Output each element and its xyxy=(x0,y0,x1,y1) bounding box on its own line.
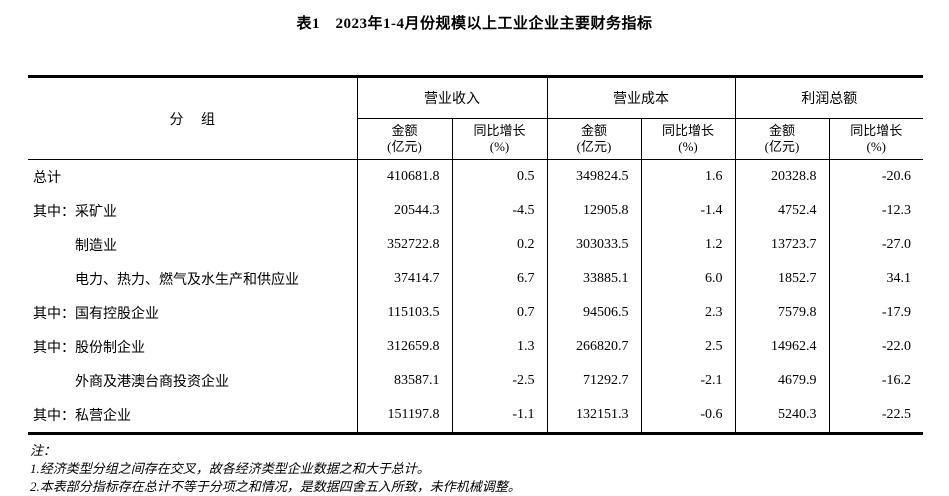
group-label-cell: 电力、热力、燃气及水生产和供应业 xyxy=(75,273,299,288)
table-header: 分 组 营业收入 营业成本 利润总额 金额 (亿元) 同比增长 (%) 金额 (… xyxy=(28,76,923,160)
value-cell: -22.5 xyxy=(828,398,923,434)
value-cell: -0.6 xyxy=(640,398,735,434)
table-notes: 注： 1.经济类型分组之间存在交叉，故各经济类型企业数据之和大于总计。 2.本表部… xyxy=(30,442,949,496)
value-cell: -2.5 xyxy=(451,364,547,398)
colgroup-total-profit: 利润总额 xyxy=(734,76,923,119)
financial-indicators-table: 分 组 营业收入 营业成本 利润总额 金额 (亿元) 同比增长 (%) 金额 (… xyxy=(28,75,923,435)
note-item: 1.经济类型分组之间存在交叉，故各经济类型企业数据之和大于总计。 xyxy=(30,461,430,476)
value-cell: 2.5 xyxy=(640,330,735,364)
notes-heading: 注： xyxy=(30,443,57,458)
header-sub-row: 金额 (亿元) 同比增长 (%) 金额 (亿元) 同比增长 (%) 金额 (亿元… xyxy=(28,118,923,160)
colgroup-operating-cost: 营业成本 xyxy=(546,76,735,119)
group-label-cell: 其中：私营企业 xyxy=(33,409,131,424)
table-row: 其中：国有控股企业 115103.5 0.7 94506.5 2.3 7579.8 -17.… xyxy=(28,296,923,330)
value-cell: 1852.7 xyxy=(734,262,829,296)
value-cell: -17.9 xyxy=(828,296,923,330)
value-cell: 2.3 xyxy=(640,296,735,330)
value-cell: 151197.8 xyxy=(356,398,452,434)
colgroup-operating-revenue: 营业收入 xyxy=(356,76,547,119)
value-cell: 12905.8 xyxy=(546,194,641,228)
value-cell: 115103.5 xyxy=(356,296,452,330)
profit-growth-header: 同比增长 (%) xyxy=(828,118,923,160)
value-cell: 5240.3 xyxy=(734,398,829,434)
value-cell: 6.7 xyxy=(451,262,547,296)
table-row: 其中：采矿业 20544.3 -4.5 12905.8 -1.4 4752.4 -12.3 xyxy=(28,194,923,228)
value-cell: 132151.3 xyxy=(546,398,641,434)
profit-amount-header: 金额 (亿元) xyxy=(734,118,829,160)
value-cell: -22.0 xyxy=(828,330,923,364)
value-cell: -1.4 xyxy=(640,194,735,228)
value-cell: 33885.1 xyxy=(546,262,641,296)
group-label-cell: 制造业 xyxy=(75,239,117,254)
value-cell: 1.3 xyxy=(451,330,547,364)
value-cell: 266820.7 xyxy=(546,330,641,364)
value-cell: 20328.8 xyxy=(734,159,829,194)
value-cell: -12.3 xyxy=(828,194,923,228)
value-cell: 1.6 xyxy=(640,159,735,194)
value-cell: 0.2 xyxy=(451,228,547,262)
value-cell: -16.2 xyxy=(828,364,923,398)
table-row: 制造业 352722.8 0.2 303033.5 1.2 13723.7 -27.0 xyxy=(28,228,923,262)
value-cell: 4679.9 xyxy=(734,364,829,398)
group-label-cell: 其中：国有控股企业 xyxy=(33,307,159,322)
value-cell: 303033.5 xyxy=(546,228,641,262)
value-cell: 71292.7 xyxy=(546,364,641,398)
page-title: 表1 2023年1-4月份规模以上工业企业主要财务指标 xyxy=(296,16,653,32)
group-column-header: 分 组 xyxy=(28,76,357,160)
table-row: 电力、热力、燃气及水生产和供应业 37414.7 6.7 33885.1 6.0 1852… xyxy=(28,262,923,296)
revenue-growth-header: 同比增长 (%) xyxy=(451,118,547,160)
note-item: 2.本表部分指标存在总计不等于分项之和情况，是数据四舍五入所致，未作机械调整。 xyxy=(30,479,521,494)
value-cell: 1.2 xyxy=(640,228,735,262)
value-cell: -27.0 xyxy=(828,228,923,262)
table-row: 外商及港澳台商投资企业 83587.1 -2.5 71292.7 -2.1 4679.9-… xyxy=(28,364,923,398)
cost-amount-header: 金额 (亿元) xyxy=(546,118,641,160)
value-cell: 410681.8 xyxy=(356,159,452,194)
table-body: 总计 410681.8 0.5 349824.5 1.6 20328.8 -20.6 其中：采… xyxy=(28,159,923,434)
value-cell: 13723.7 xyxy=(734,228,829,262)
value-cell: 20544.3 xyxy=(356,194,452,228)
value-cell: 83587.1 xyxy=(356,364,452,398)
value-cell: 6.0 xyxy=(640,262,735,296)
value-cell: 0.7 xyxy=(451,296,547,330)
value-cell: 34.1 xyxy=(828,262,923,296)
group-label-cell: 总计 xyxy=(33,171,61,186)
table-row: 总计 410681.8 0.5 349824.5 1.6 20328.8 -20.6 xyxy=(28,159,923,194)
value-cell: -2.1 xyxy=(640,364,735,398)
value-cell: 349824.5 xyxy=(546,159,641,194)
group-label-cell: 其中：股份制企业 xyxy=(33,341,145,356)
value-cell: 4752.4 xyxy=(734,194,829,228)
value-cell: -1.1 xyxy=(451,398,547,434)
value-cell: 312659.8 xyxy=(356,330,452,364)
value-cell: 352722.8 xyxy=(356,228,452,262)
value-cell: -20.6 xyxy=(828,159,923,194)
value-cell: 37414.7 xyxy=(356,262,452,296)
table-row: 其中：私营企业 151197.8 -1.1 132151.3 -0.6 5240.3 -22… xyxy=(28,398,923,434)
value-cell: -4.5 xyxy=(451,194,547,228)
value-cell: 94506.5 xyxy=(546,296,641,330)
header-group-row: 分 组 营业收入 营业成本 利润总额 xyxy=(28,76,923,160)
cost-growth-header: 同比增长 (%) xyxy=(640,118,735,160)
revenue-amount-header: 金额 (亿元) xyxy=(356,118,452,160)
value-cell: 0.5 xyxy=(451,159,547,194)
group-label-cell: 外商及港澳台商投资企业 xyxy=(75,375,229,390)
value-cell: 7579.8 xyxy=(734,296,829,330)
group-label-cell: 其中：采矿业 xyxy=(33,205,117,220)
value-cell: 14962.4 xyxy=(734,330,829,364)
table-row: 其中：股份制企业 312659.8 1.3 266820.7 2.5 14962.4 -22… xyxy=(28,330,923,364)
